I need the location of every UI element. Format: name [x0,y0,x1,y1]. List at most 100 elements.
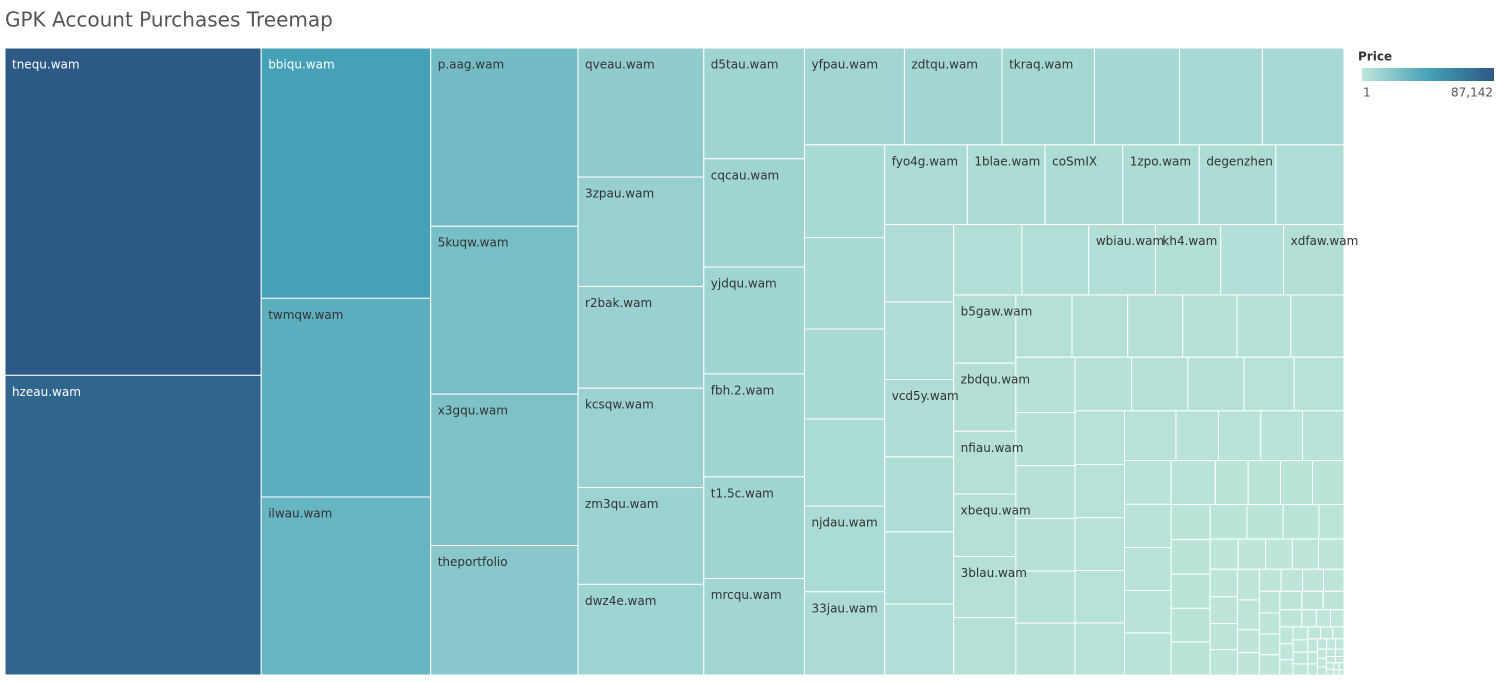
tile [1015,570,1076,624]
tile [1291,538,1319,570]
tile [703,158,805,268]
tile-label: ilwau.wam [268,506,332,520]
tile-label: b5gaw.wam [961,304,1033,318]
tile [1334,648,1345,657]
tile [1074,517,1125,572]
tile [1320,626,1334,640]
tile [1258,612,1281,635]
tile [1015,465,1076,520]
tile [1292,651,1309,665]
tile [1316,648,1327,659]
tile [1322,590,1345,611]
tile [1307,663,1318,676]
tile [1316,638,1328,650]
legend-title: Price [1358,50,1392,64]
tile [1179,47,1263,146]
tile [1260,410,1304,462]
tile [1293,356,1345,412]
tile [1123,547,1172,591]
tile [1335,655,1345,664]
tile [1302,410,1345,462]
tile [1001,47,1095,146]
tile-label: x3gqu.wam [438,404,508,418]
tile [1074,463,1125,519]
tile [1093,47,1181,146]
tile [1170,460,1216,506]
tile [577,47,705,178]
tile-label: tkraq.wam [1009,58,1073,72]
tile-label: kh4.wam [1162,234,1217,248]
tile [1021,224,1090,296]
tile-labels: tnequ.wam hzeau.wam bbiqu.wam twmqw.wam ilwa… [12,58,1358,616]
tile-label: dwz4e.wam [585,594,656,608]
tile [1322,568,1345,592]
tile [1302,568,1324,592]
tile [1236,568,1260,601]
tile-label: xbequ.wam [961,503,1031,517]
tile [1074,356,1133,412]
tile [1258,590,1281,614]
tile [703,578,805,676]
tile [1326,638,1337,650]
tile-label: xdfaw.wam [1291,234,1359,248]
tile [1316,666,1327,676]
tile [1044,144,1124,226]
tile [260,496,432,676]
tile [1182,294,1238,358]
tile [1307,638,1318,653]
tile [953,430,1017,495]
tile [1209,538,1239,570]
tile-label: nfiau.wam [961,441,1024,455]
tile [884,301,955,381]
tile [1170,539,1211,575]
tile [1316,657,1327,668]
tile [1122,144,1200,226]
tile [1131,356,1189,412]
tile [966,144,1046,226]
tile [430,225,579,395]
tile [1236,294,1292,358]
tile [884,603,955,676]
tile-label: mrcqu.wam [711,588,782,602]
tile-label: fyo4g.wam [892,154,958,168]
tile-label: theportfolio [438,555,508,569]
tile-label: vcd5y.wam [892,389,959,403]
tile-label: yjdqu.wam [711,277,777,291]
tile [1329,609,1345,628]
tile-label: qveau.wam [585,58,655,72]
tile-label: coSmIX [1052,154,1097,168]
tile [577,285,705,389]
tile [803,505,886,593]
tile [1325,655,1337,664]
tile-label: degenzhen [1206,154,1273,168]
tile [577,387,705,489]
tile [1236,629,1260,654]
tile [1307,651,1318,665]
tile [260,47,432,299]
tile [1214,460,1249,506]
tile [803,237,886,330]
tile [1279,643,1294,661]
tile [1279,659,1294,676]
tile [884,531,955,605]
tile [1315,609,1331,628]
tile [1237,538,1267,570]
tile [1333,669,1340,676]
tile [1279,626,1294,645]
tile [884,379,955,458]
tile [1187,356,1245,412]
tile [1279,609,1303,628]
tile [1127,294,1184,358]
tile [1071,294,1129,358]
tile [803,144,886,239]
tile [1247,460,1282,506]
tile-label: twmqw.wam [268,308,343,322]
legend-tick-label: 1 [1363,86,1371,100]
tile [1236,652,1260,676]
tile [884,456,955,533]
tile [1170,573,1211,609]
chart-title: GPK Account Purchases Treemap [5,8,333,32]
tile-label: wbiau.wam [1096,234,1164,248]
tile [260,297,432,498]
